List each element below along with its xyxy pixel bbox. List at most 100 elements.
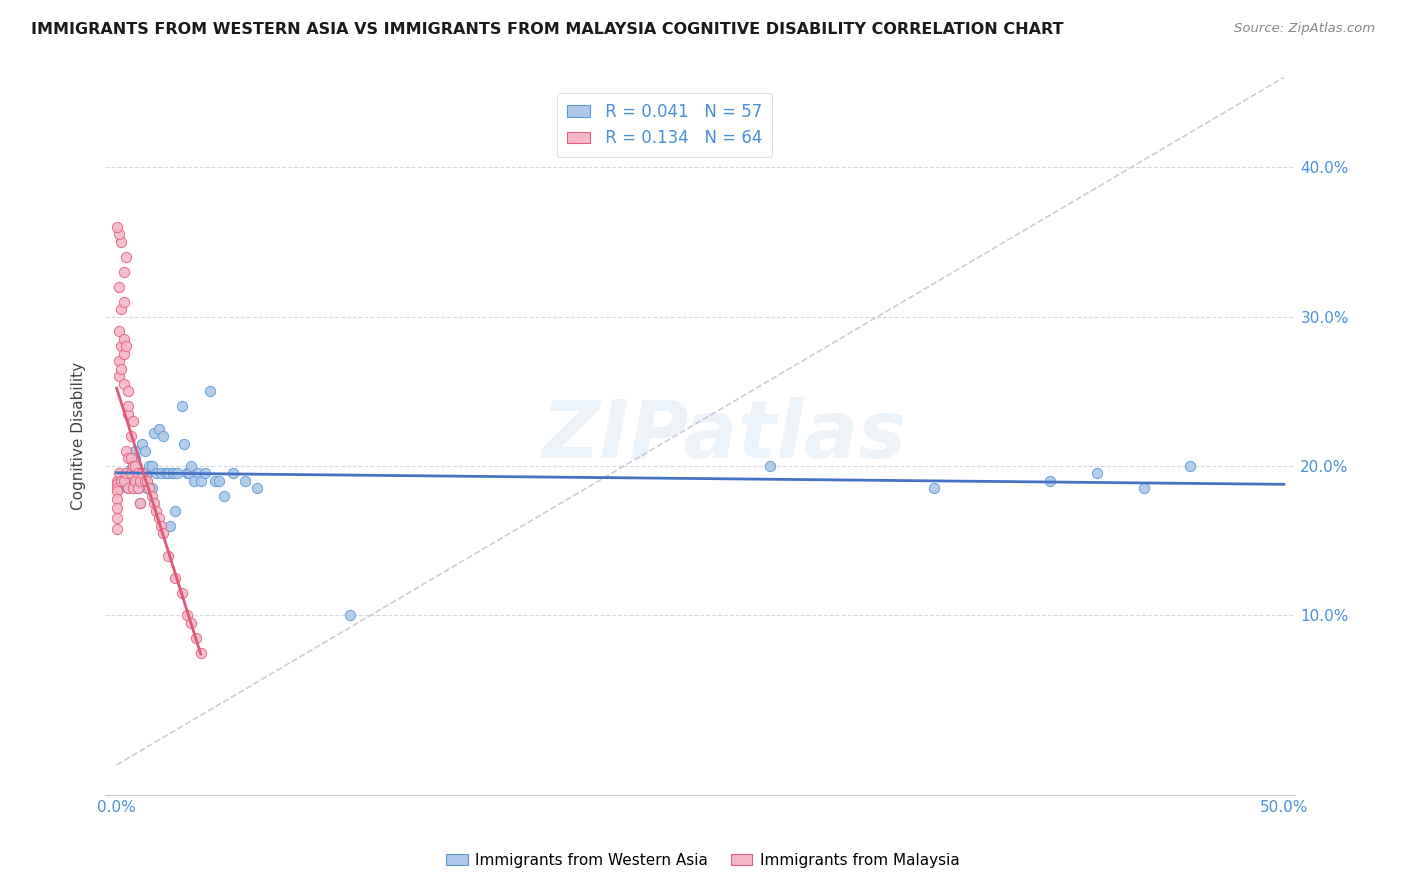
Point: [127, 481, 149, 495]
Point: [105, 511, 128, 525]
Point: [117, 399, 139, 413]
Point: [110, 471, 132, 485]
Point: [246, 481, 269, 495]
Point: [148, 421, 170, 435]
Point: [159, 518, 181, 533]
Point: [117, 471, 139, 485]
Point: [208, 474, 231, 488]
Point: [176, 467, 198, 481]
Text: IMMIGRANTS FROM WESTERN ASIA VS IMMIGRANTS FROM MALAYSIA COGNITIVE DISABILITY CO: IMMIGRANTS FROM WESTERN ASIA VS IMMIGRAN…: [31, 22, 1063, 37]
Text: ZIPatlas: ZIPatlas: [541, 397, 907, 475]
Point: [233, 474, 256, 488]
Point: [122, 481, 145, 495]
Point: [112, 474, 135, 488]
Point: [124, 458, 146, 473]
Point: [1132, 481, 1154, 495]
Point: [155, 467, 177, 481]
Point: [117, 407, 139, 421]
Point: [1180, 458, 1202, 473]
Point: [105, 500, 128, 515]
Point: [152, 526, 174, 541]
Point: [120, 429, 142, 443]
Point: [112, 332, 135, 346]
Point: [136, 474, 159, 488]
Point: [162, 467, 184, 481]
Point: [143, 496, 166, 510]
Point: [1085, 467, 1108, 481]
Point: [122, 476, 145, 491]
Point: [110, 361, 132, 376]
Point: [163, 571, 186, 585]
Point: [339, 608, 361, 623]
Point: [105, 219, 128, 234]
Point: [187, 467, 209, 481]
Point: [105, 491, 128, 506]
Legend: Immigrants from Western Asia, Immigrants from Malaysia: Immigrants from Western Asia, Immigrants…: [440, 847, 966, 873]
Point: [127, 467, 149, 481]
Point: [129, 496, 152, 510]
Point: [110, 474, 132, 488]
Point: [138, 458, 160, 473]
Point: [194, 467, 217, 481]
Point: [127, 481, 149, 495]
Point: [198, 384, 221, 399]
Point: [166, 467, 188, 481]
Point: [1039, 474, 1062, 488]
Point: [222, 467, 245, 481]
Point: [115, 250, 138, 264]
Point: [190, 646, 212, 660]
Point: [134, 444, 156, 458]
Point: [124, 451, 146, 466]
Point: [170, 399, 193, 413]
Legend:  R = 0.041   N = 57,  R = 0.134   N = 64: R = 0.041 N = 57, R = 0.134 N = 64: [557, 93, 772, 157]
Point: [141, 458, 163, 473]
Point: [124, 474, 146, 488]
Point: [138, 481, 160, 495]
Text: Source: ZipAtlas.com: Source: ZipAtlas.com: [1234, 22, 1375, 36]
Point: [150, 467, 173, 481]
Point: [117, 451, 139, 466]
Point: [129, 474, 152, 488]
Point: [108, 354, 131, 368]
Point: [922, 481, 945, 495]
Point: [120, 462, 142, 476]
Point: [190, 474, 212, 488]
Point: [163, 504, 186, 518]
Point: [124, 444, 146, 458]
Point: [170, 586, 193, 600]
Point: [141, 489, 163, 503]
Point: [183, 474, 205, 488]
Y-axis label: Cognitive Disability: Cognitive Disability: [72, 362, 86, 510]
Point: [131, 467, 153, 481]
Point: [117, 384, 139, 399]
Point: [112, 476, 135, 491]
Point: [212, 489, 235, 503]
Point: [150, 518, 173, 533]
Point: [115, 339, 138, 353]
Point: [129, 467, 152, 481]
Point: [176, 608, 198, 623]
Point: [122, 414, 145, 428]
Point: [108, 474, 131, 488]
Point: [156, 549, 179, 563]
Point: [120, 451, 142, 466]
Point: [105, 522, 128, 536]
Point: [145, 504, 167, 518]
Point: [115, 444, 138, 458]
Point: [184, 631, 207, 645]
Point: [129, 496, 152, 510]
Point: [105, 476, 128, 491]
Point: [108, 279, 131, 293]
Point: [108, 369, 131, 384]
Point: [120, 467, 142, 481]
Point: [145, 467, 167, 481]
Point: [110, 301, 132, 316]
Point: [105, 474, 128, 488]
Point: [143, 426, 166, 441]
Point: [177, 467, 200, 481]
Point: [115, 467, 138, 481]
Point: [105, 481, 128, 495]
Point: [105, 484, 128, 499]
Point: [108, 467, 131, 481]
Point: [131, 436, 153, 450]
